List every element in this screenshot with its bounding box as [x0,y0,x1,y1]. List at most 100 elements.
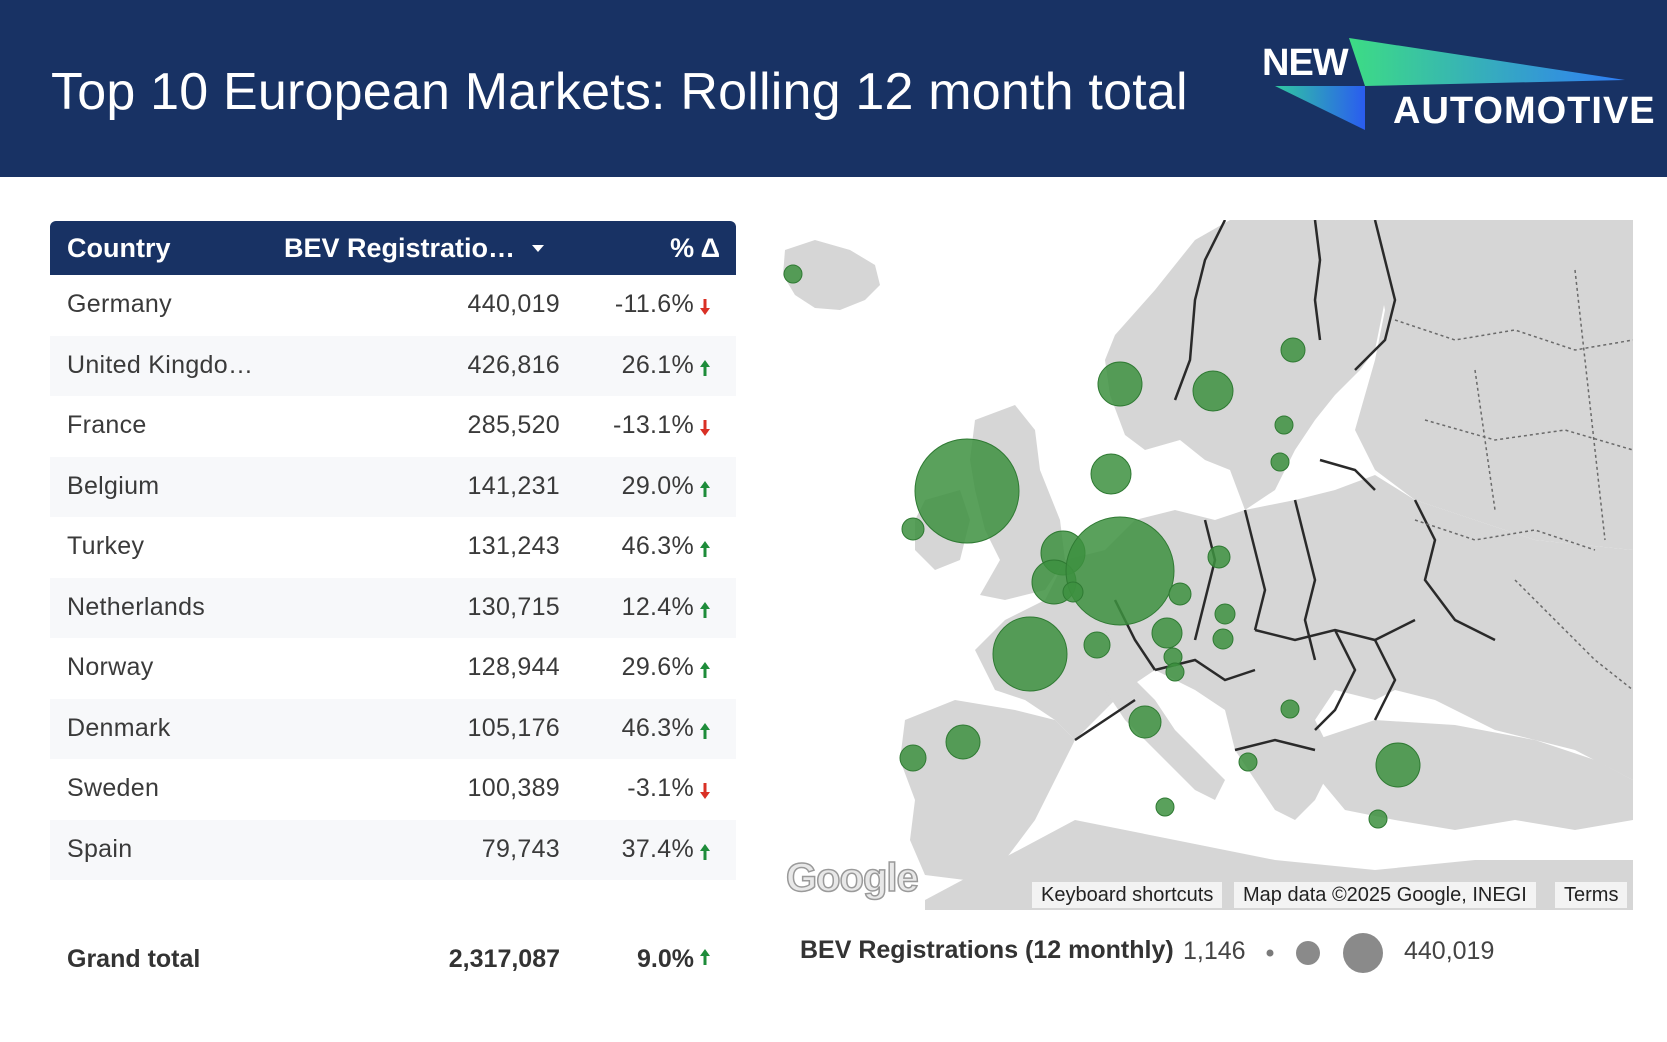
cell-country: France [67,411,147,439]
bubble-estonia[interactable] [1274,415,1294,435]
legend-size-circles [1266,933,1383,973]
table-row[interactable]: Germany 440,019 -11.6% [50,275,736,336]
column-header-bev-registrations[interactable]: BEV Registratio… [284,233,516,263]
cell-country: Turkey [67,532,145,560]
cell-pct-change: -13.1% [612,411,694,439]
bubble-turkey[interactable] [1375,742,1421,788]
bubble-greece[interactable] [1238,752,1258,772]
legend-small-circle-icon [1266,949,1274,957]
bubble-switzerland[interactable] [1083,631,1111,659]
table-row[interactable]: Belgium 141,231 29.0% [50,456,736,517]
cell-bev-registrations: 128,944 [467,653,560,681]
bubble-bulgaria[interactable] [1280,699,1300,719]
trend-down-icon [700,299,710,315]
bubble-latvia[interactable] [1270,452,1290,472]
cell-pct-change: 29.6% [621,653,694,681]
trend-up-icon [700,541,710,557]
map-canvas[interactable] [775,220,1633,910]
map-data-attribution: Map data ©2025 Google, INEGI [1234,882,1536,908]
bubble-croatia[interactable] [1165,662,1185,682]
cell-bev-registrations: 100,389 [467,774,560,802]
google-logo: Google [785,855,919,901]
grand-total-pct: 9.0% [637,945,694,973]
column-header-pct-change[interactable]: % Δ [670,233,720,263]
legend-medium-circle-icon [1296,941,1320,965]
bubble-cyprus[interactable] [1368,809,1388,829]
table-row[interactable]: France 285,520 -13.1% [50,396,736,457]
cell-country: Germany [67,290,172,318]
europe-bubble-map[interactable]: Google Keyboard shortcuts Map data ©2025… [775,220,1633,910]
table-row[interactable]: Netherlands 130,715 12.4% [50,577,736,638]
cell-bev-registrations: 131,243 [467,532,560,560]
keyboard-shortcuts-link[interactable]: Keyboard shortcuts [1032,882,1223,908]
legend-min-value: 1,146 [1183,937,1246,965]
table-row[interactable]: Denmark 105,176 46.3% [50,698,736,759]
cell-pct-change: 26.1% [621,350,694,379]
new-automotive-logo: NEW AUTOMOTIVE [1253,38,1655,140]
bubble-italy[interactable] [1128,705,1162,739]
legend-large-circle-icon [1343,933,1383,973]
bubble-sweden[interactable] [1192,370,1234,412]
cell-pct-change: 46.3% [621,532,694,560]
trend-up-icon [700,480,710,497]
cell-country: Spain [67,834,133,863]
table-row[interactable]: Spain 79,743 37.4% [50,819,736,880]
cell-bev-registrations: 141,231 [467,471,560,500]
bubble-poland[interactable] [1207,545,1231,569]
bubble-norway[interactable] [1097,361,1143,407]
table-row[interactable]: Norway 128,944 29.6% [50,638,736,699]
header-bar: Top 10 European Markets: Rolling 12 mont… [0,0,1667,177]
grand-total-label: Grand total [67,945,201,973]
bubble-austria[interactable] [1151,617,1183,649]
bubble-finland[interactable] [1280,337,1306,363]
cell-bev-registrations: 440,019 [467,290,560,318]
trend-up-icon [700,359,710,376]
cell-bev-registrations: 426,816 [467,350,560,379]
table-body: Germany 440,019 -11.6% United Kingdo… 426,81… [50,275,736,880]
bubble-czechia[interactable] [1168,582,1192,606]
bubble-denmark[interactable] [1090,453,1132,495]
logo-text-new: NEW [1262,42,1349,84]
trend-down-icon [700,783,710,799]
bubble-spain[interactable] [945,724,981,760]
bubble-germany[interactable] [1065,516,1175,626]
table-row[interactable]: Turkey 131,243 46.3% [50,517,736,578]
cell-country: Netherlands [67,592,206,621]
bubble-france[interactable] [992,616,1068,692]
cell-bev-registrations: 285,520 [467,411,560,439]
cell-bev-registrations: 105,176 [467,713,560,742]
trend-up-icon [700,601,710,618]
cell-country: United Kingdo… [67,350,254,379]
cell-country: Denmark [67,713,171,742]
trend-down-icon [700,420,710,436]
cell-pct-change: 37.4% [621,834,694,863]
table-row[interactable]: United Kingdo… 426,816 26.1% [50,335,736,396]
bubble-luxembourg[interactable] [1062,581,1084,603]
cell-bev-registrations: 130,715 [467,592,560,621]
logo-text-automotive: AUTOMOTIVE [1393,90,1656,132]
bubble-malta[interactable] [1155,797,1175,817]
bubble-ireland[interactable] [901,517,925,541]
legend-max-value: 440,019 [1404,937,1495,965]
cell-country: Sweden [67,774,160,802]
cell-pct-change: 46.3% [621,713,694,742]
legend-title: BEV Registrations (12 monthly) [800,936,1174,964]
cell-pct-change: 12.4% [621,592,694,621]
cell-pct-change: 29.0% [621,471,694,500]
bubble-united-kingdom[interactable] [914,438,1020,544]
trend-up-icon [700,949,710,965]
cell-pct-change: -3.1% [627,774,694,802]
bubble-slovakia[interactable] [1214,603,1236,625]
size-legend: BEV Registrations (12 monthly) 1,146 440… [800,932,1520,973]
bubble-portugal[interactable] [899,744,927,772]
column-header-country[interactable]: Country [67,233,171,263]
trend-up-icon [700,843,710,860]
bubble-hungary[interactable] [1212,628,1234,650]
cell-pct-change: -11.6% [614,290,694,318]
terms-link[interactable]: Terms [1555,882,1628,908]
bubble-iceland[interactable] [783,264,803,284]
table-row[interactable]: Sweden 100,389 -3.1% [50,759,736,820]
cell-bev-registrations: 79,743 [481,834,560,863]
markets-table: Country BEV Registratio… % Δ Germany 440,… [50,221,736,880]
sort-descending-icon[interactable] [532,245,544,252]
